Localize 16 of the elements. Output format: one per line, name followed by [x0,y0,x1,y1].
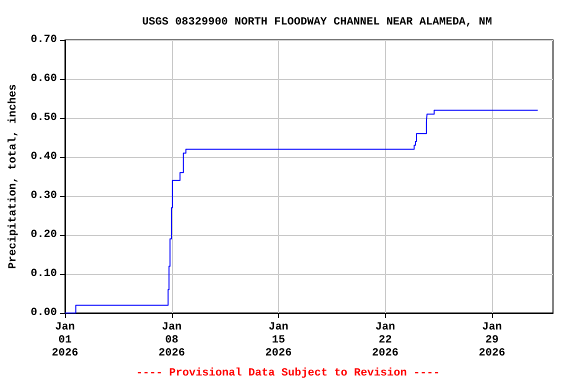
x-tick-label: Jan 15 2026 [265,322,292,360]
y-tick-label: 0.40 [30,151,57,163]
x-tick-label: Jan 01 2026 [52,322,78,360]
y-axis-title: Precipitation, total, inches [8,84,20,269]
x-tick-label: Jan 08 2026 [158,322,185,360]
y-tick-label: 0.60 [30,73,57,85]
text: ---- Provisional Data Subject to Revision ---- [136,368,440,380]
y-tick-label: 0.70 [30,34,57,46]
y-tick-label: 0.50 [30,112,57,124]
y-tick-label: 0.10 [30,268,57,280]
x-tick-label: Jan 29 2026 [478,322,506,360]
y-tick-label: 0.30 [30,190,57,202]
chart-title: USGS 08329900 NORTH FLOODWAY CHANNEL NEAR ALAMEDA, NM [142,16,492,28]
x-tick-label: Jan 22 2026 [372,322,398,360]
y-tick-label: 0.20 [30,229,57,241]
y-tick-label: 0.00 [30,307,57,319]
